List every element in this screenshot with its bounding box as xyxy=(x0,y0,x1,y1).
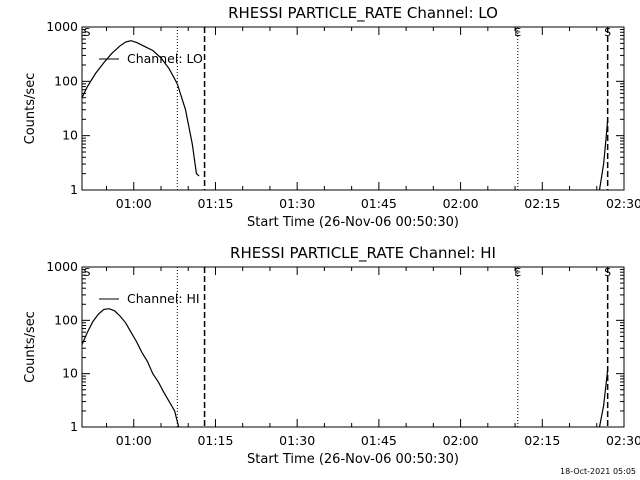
event-marker-label: S xyxy=(604,26,611,39)
plot-frame xyxy=(81,266,625,428)
x-tick-label: 01:15 xyxy=(197,433,233,448)
event-marker-label: S xyxy=(84,26,91,39)
x-tick-label: 02:15 xyxy=(524,433,560,448)
legend-label: Channel: HI xyxy=(127,291,200,306)
chart-title: RHESSI PARTICLE_RATE Channel: LO xyxy=(228,4,498,23)
y-tick-label: 1 xyxy=(70,419,78,434)
x-axis-label: Start Time (26-Nov-06 00:50:30) xyxy=(247,215,459,230)
y-axis-label: Counts/sec xyxy=(23,73,38,145)
x-tick-label: 02:00 xyxy=(443,433,479,448)
x-tick-label: 01:45 xyxy=(361,196,397,211)
y-tick-label: 10 xyxy=(62,128,78,143)
x-tick-label: 02:30 xyxy=(606,433,640,448)
y-tick-label: 100 xyxy=(54,312,78,327)
x-tick-label: 01:00 xyxy=(116,433,152,448)
series-line xyxy=(81,40,200,177)
x-tick-label: 02:30 xyxy=(606,196,640,211)
event-marker-label: S xyxy=(84,266,91,279)
x-tick-label: 02:00 xyxy=(443,196,479,211)
x-tick-label: 02:15 xyxy=(524,196,560,211)
x-tick-label: 01:00 xyxy=(116,196,152,211)
x-tick-label: 01:30 xyxy=(279,196,315,211)
y-tick-label: 10 xyxy=(62,366,78,381)
x-tick-label: 01:45 xyxy=(361,433,397,448)
series-line xyxy=(81,308,180,428)
timestamp-label: 18-Oct-2021 05:05 xyxy=(560,467,636,476)
y-tick-label: 100 xyxy=(54,73,78,88)
event-marker-label: E xyxy=(514,266,521,279)
series-line xyxy=(598,119,609,191)
x-tick-label: 01:15 xyxy=(197,196,233,211)
chart-title: RHESSI PARTICLE_RATE Channel: HI xyxy=(230,244,496,263)
y-tick-label: 1000 xyxy=(46,19,78,34)
y-tick-label: 1 xyxy=(70,182,78,197)
x-axis-label: Start Time (26-Nov-06 00:50:30) xyxy=(247,452,459,467)
event-marker-label: E xyxy=(514,26,521,39)
y-axis-label: Counts/sec xyxy=(23,311,38,383)
x-tick-label: 01:30 xyxy=(279,433,315,448)
event-marker-label: S xyxy=(604,266,611,279)
series-line xyxy=(598,369,609,428)
legend-label: Channel: LO xyxy=(127,51,203,66)
y-tick-label: 1000 xyxy=(46,259,78,274)
